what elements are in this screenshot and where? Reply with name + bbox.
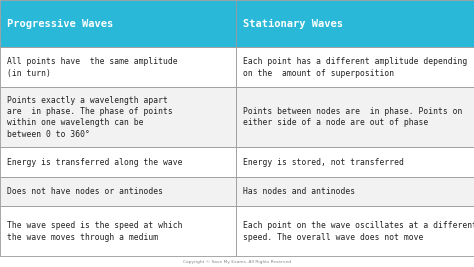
Text: Energy is stored, not transferred: Energy is stored, not transferred bbox=[243, 158, 403, 167]
Text: Points exactly a wavelength apart
are  in phase. The phase of points
within one : Points exactly a wavelength apart are in… bbox=[7, 96, 173, 139]
Text: Has nodes and antinodes: Has nodes and antinodes bbox=[243, 187, 355, 196]
Bar bbox=[0, 0, 236, 48]
Text: Each point on the wave oscillates at a different
speed. The overall wave does no: Each point on the wave oscillates at a d… bbox=[243, 221, 474, 242]
Text: Progressive Waves: Progressive Waves bbox=[7, 19, 113, 29]
Bar bbox=[236, 147, 474, 177]
Text: Copyright © Save My Exams. All Rights Reserved: Copyright © Save My Exams. All Rights Re… bbox=[183, 260, 291, 264]
Text: Stationary Waves: Stationary Waves bbox=[243, 19, 343, 29]
Bar bbox=[0, 87, 236, 147]
Bar bbox=[0, 206, 236, 256]
Bar bbox=[0, 177, 236, 206]
Bar bbox=[236, 177, 474, 206]
Text: Points between nodes are  in phase. Points on
either side of a node are out of p: Points between nodes are in phase. Point… bbox=[243, 107, 462, 127]
Text: Each point has a different amplitude depending
on the  amount of superposition: Each point has a different amplitude dep… bbox=[243, 57, 467, 77]
Bar bbox=[236, 87, 474, 147]
Bar bbox=[236, 48, 474, 87]
Bar bbox=[236, 0, 474, 48]
Text: The wave speed is the speed at which
the wave moves through a medium: The wave speed is the speed at which the… bbox=[7, 221, 182, 242]
Text: All points have  the same amplitude
(in turn): All points have the same amplitude (in t… bbox=[7, 57, 178, 77]
Bar bbox=[236, 206, 474, 256]
Text: Energy is transferred along the wave: Energy is transferred along the wave bbox=[7, 158, 182, 167]
Text: Does not have nodes or antinodes: Does not have nodes or antinodes bbox=[7, 187, 163, 196]
Bar bbox=[0, 48, 236, 87]
Bar bbox=[0, 147, 236, 177]
